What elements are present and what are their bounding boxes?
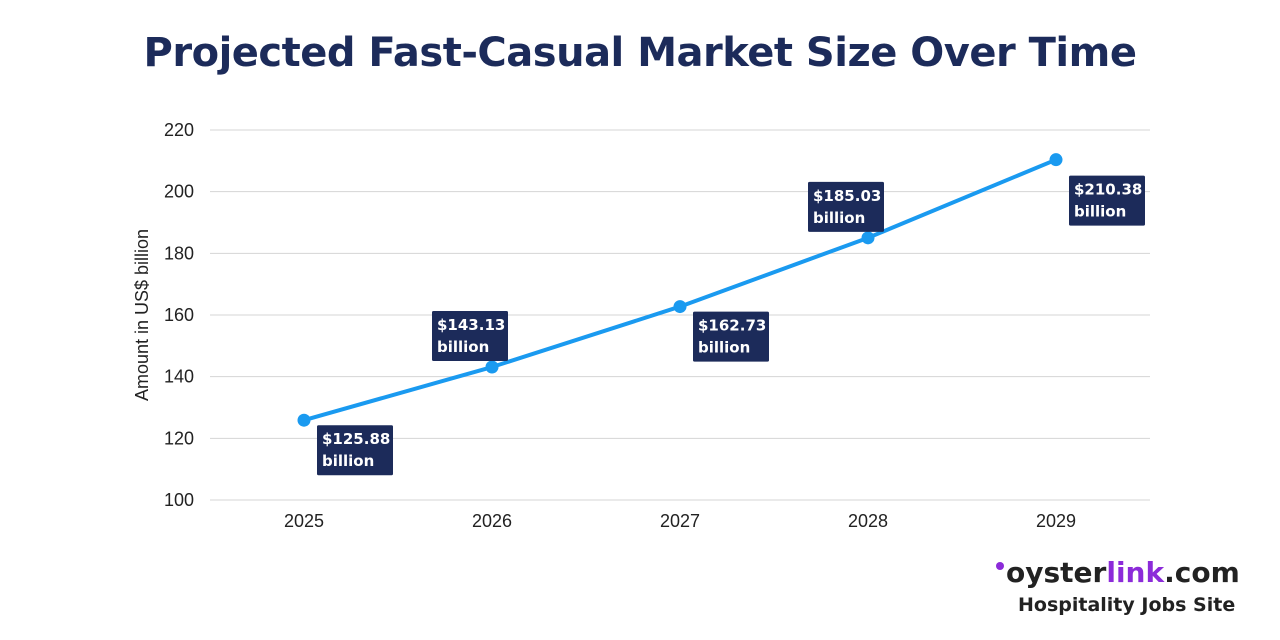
- data-label-value: $162.73: [698, 317, 766, 335]
- data-point: [485, 360, 499, 374]
- x-tick-label: 2026: [472, 511, 512, 531]
- brand-logo: oysterlink.com Hospitality Jobs Site: [996, 556, 1256, 616]
- data-label-unit: billion: [1074, 203, 1126, 221]
- y-tick-labels: 100 120 140 160 180 200 220: [164, 120, 194, 510]
- data-label-box: [1069, 175, 1145, 226]
- data-point: [297, 413, 311, 427]
- data-label-unit: billion: [322, 452, 374, 470]
- brand-tagline: Hospitality Jobs Site: [1018, 594, 1236, 616]
- data-label-unit: billion: [698, 339, 750, 357]
- x-tick-label: 2028: [848, 511, 888, 531]
- y-tick-label: 180: [164, 243, 194, 263]
- x-tick-labels: 2025 2026 2027 2028 2029: [284, 511, 1076, 531]
- y-tick-label: 200: [164, 182, 194, 202]
- chart-title: Projected Fast-Casual Market Size Over T…: [143, 30, 1137, 76]
- data-label-value: $143.13: [437, 316, 505, 334]
- data-label-value: $210.38: [1074, 181, 1142, 199]
- brand-name-suffix: .com: [1164, 556, 1240, 589]
- brand-name-prefix: oyster: [1006, 556, 1107, 589]
- y-tick-label: 160: [164, 305, 194, 325]
- y-tick-label: 100: [164, 490, 194, 510]
- y-axis-label: Amount in US$ billion: [132, 229, 152, 401]
- data-label-value: $185.03: [813, 187, 881, 205]
- logo-dot-icon: [996, 562, 1004, 570]
- y-tick-label: 140: [164, 367, 194, 387]
- data-label-unit: billion: [813, 209, 865, 227]
- y-tick-label: 120: [164, 428, 194, 448]
- data-label: $143.13 billion: [432, 311, 508, 362]
- y-tick-label: 220: [164, 120, 194, 140]
- data-point: [673, 300, 687, 314]
- x-tick-label: 2029: [1036, 511, 1076, 531]
- data-label-box: [432, 311, 508, 362]
- data-point: [861, 231, 875, 245]
- brand-name-link: link: [1106, 556, 1165, 589]
- data-point: [1049, 153, 1063, 167]
- data-label-unit: billion: [437, 338, 489, 356]
- data-label-box: [693, 311, 769, 362]
- data-label-box: [808, 181, 884, 232]
- series-line-path: [303, 157, 1057, 423]
- data-label: $185.03 billion: [808, 181, 884, 232]
- data-label-value: $125.88: [322, 430, 390, 448]
- data-labels: $125.88 billion $143.13 billion $162.73 billi…: [317, 175, 1145, 476]
- data-label: $162.73 billion: [693, 311, 769, 362]
- data-label: $125.88 billion: [317, 425, 393, 476]
- series-line: [297, 153, 1063, 427]
- x-tick-label: 2027: [660, 511, 700, 531]
- x-tick-label: 2025: [284, 511, 324, 531]
- data-label: $210.38 billion: [1069, 175, 1145, 226]
- data-label-box: [317, 425, 393, 476]
